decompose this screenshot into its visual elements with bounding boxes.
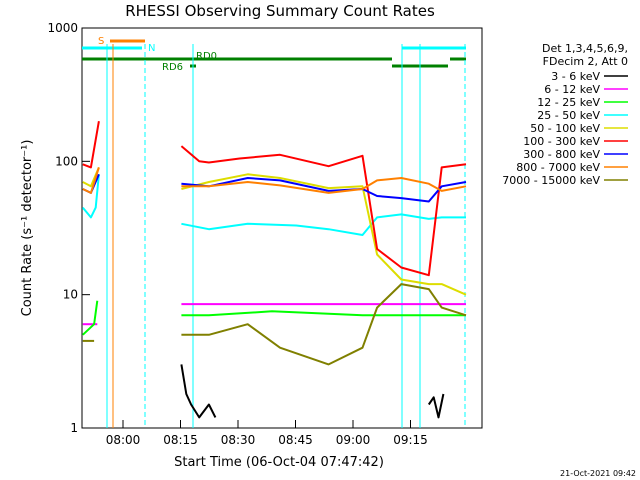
series-line	[82, 174, 100, 219]
legend-header: Det 1,3,4,5,6,9,	[542, 42, 628, 55]
series-lines	[82, 121, 467, 419]
flag-n-label: N	[148, 43, 155, 54]
flag-rd6-label: RD6	[162, 62, 183, 73]
x-axis-label: Start Time (06-Oct-04 07:47:42)	[174, 455, 384, 470]
legend-label: 25 - 50 keV	[537, 109, 600, 122]
y-tick-label: 10	[63, 288, 78, 302]
x-tick-label: 08:00	[106, 433, 141, 447]
legend-label: 6 - 12 keV	[544, 83, 600, 96]
y-tick-label: 100	[55, 154, 78, 168]
series-line	[427, 393, 445, 419]
chart-title: RHESSI Observing Summary Count Rates	[125, 2, 435, 20]
y-tick-label: 1000	[47, 21, 78, 35]
series-line	[181, 173, 467, 296]
x-tick-label: 08:45	[278, 433, 313, 447]
plot-frame	[81, 27, 483, 429]
legend-label: 300 - 800 keV	[523, 148, 600, 161]
x-tick-label: 08:30	[221, 433, 256, 447]
series-line	[180, 364, 217, 419]
timestamp: 21-Oct-2021 09:42	[560, 469, 636, 478]
legend-label: 7000 - 15000 keV	[502, 174, 600, 187]
x-tick-label: 09:00	[336, 433, 371, 447]
status-flags: S N RD0 RD6	[82, 36, 466, 73]
event-markers	[106, 44, 466, 428]
series-line	[181, 177, 467, 194]
legend-label: 50 - 100 keV	[530, 122, 600, 135]
axis-ticks: 08:00 08:15 08:30 08:45 09:00 09:15 1 10 100 1000	[47, 21, 427, 447]
legend-label: 12 - 25 keV	[537, 96, 600, 109]
legend-label: 100 - 300 keV	[523, 135, 600, 148]
series-line	[181, 283, 467, 366]
legend-label: 800 - 7000 keV	[516, 161, 600, 174]
series-line	[82, 300, 99, 336]
y-axis-label: Count Rate (s⁻¹ detector⁻¹)	[20, 140, 35, 317]
legend-label: 3 - 6 keV	[551, 70, 600, 83]
series-line	[181, 310, 466, 317]
flag-s-label: S	[98, 36, 104, 47]
series-line	[181, 213, 466, 236]
x-tick-label: 08:15	[163, 433, 198, 447]
legend: Det 1,3,4,5,6,9,FDecim 2, Att 0 3 - 6 keV…	[502, 42, 628, 187]
legend-header: FDecim 2, Att 0	[543, 55, 628, 68]
series-line	[82, 167, 100, 194]
x-tick-label: 09:15	[393, 433, 428, 447]
series-line	[82, 121, 100, 169]
flag-rd0-label: RD0	[196, 51, 217, 62]
series-line	[180, 145, 467, 277]
y-tick-label: 1	[70, 421, 78, 435]
